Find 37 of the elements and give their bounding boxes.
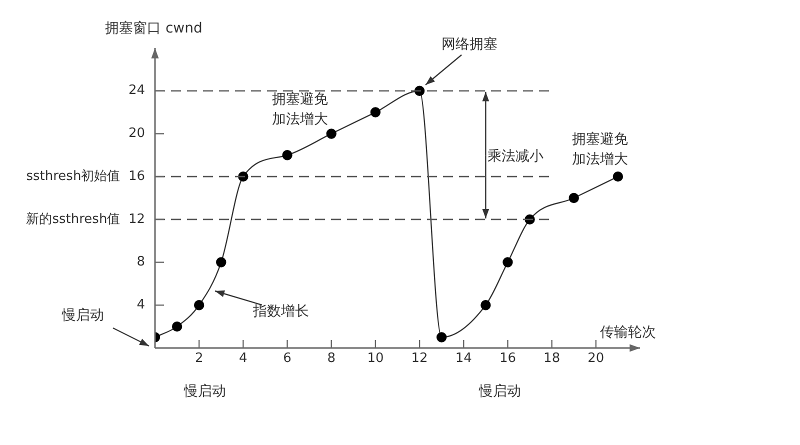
y-tick-label: 20 bbox=[128, 126, 145, 142]
y-axis-title: 拥塞窗口 cwnd bbox=[105, 20, 202, 37]
point bbox=[172, 321, 182, 332]
annotation: 乘法减小 bbox=[488, 148, 544, 164]
point bbox=[370, 107, 381, 118]
text: 慢启动 bbox=[478, 384, 521, 400]
point bbox=[502, 257, 513, 268]
x-tick-label: 10 bbox=[367, 351, 384, 366]
y-tick-label: 24 bbox=[128, 83, 145, 98]
y-tick-label: ssthresh初始值 16 bbox=[26, 168, 145, 184]
point bbox=[216, 257, 226, 268]
point bbox=[436, 332, 447, 342]
annotation: 拥塞避免加法增大 bbox=[272, 92, 328, 128]
x-tick-label: 6 bbox=[283, 351, 292, 366]
y-tick-label: 8 bbox=[136, 254, 145, 270]
x-tick-label: 16 bbox=[499, 351, 516, 366]
annotation: 拥塞避免加法增大 bbox=[572, 132, 628, 168]
x-tick-label: 14 bbox=[455, 351, 472, 366]
text: 慢启动 bbox=[61, 308, 104, 324]
x-tick-label: 12 bbox=[411, 351, 428, 366]
annotation: 指数增长 bbox=[252, 304, 309, 320]
x-tick-label: 4 bbox=[239, 351, 248, 366]
x-tick-label: 8 bbox=[327, 351, 336, 366]
y-tick-label: 新的ssthresh值 12 bbox=[26, 212, 145, 227]
annotation: 网络拥塞 bbox=[442, 36, 498, 52]
point bbox=[282, 150, 292, 160]
point bbox=[568, 192, 579, 204]
point bbox=[480, 300, 491, 310]
y-tick-label: 4 bbox=[136, 298, 145, 313]
point bbox=[326, 128, 336, 139]
point bbox=[612, 171, 624, 182]
x-tick-label: 18 bbox=[544, 351, 560, 366]
x-tick-label: 2 bbox=[194, 351, 204, 366]
text: 慢启动 bbox=[183, 384, 226, 400]
x-tick-label: 20 bbox=[588, 351, 604, 366]
x-axis-title: 传输轮次 bbox=[600, 324, 656, 341]
point bbox=[194, 300, 204, 310]
